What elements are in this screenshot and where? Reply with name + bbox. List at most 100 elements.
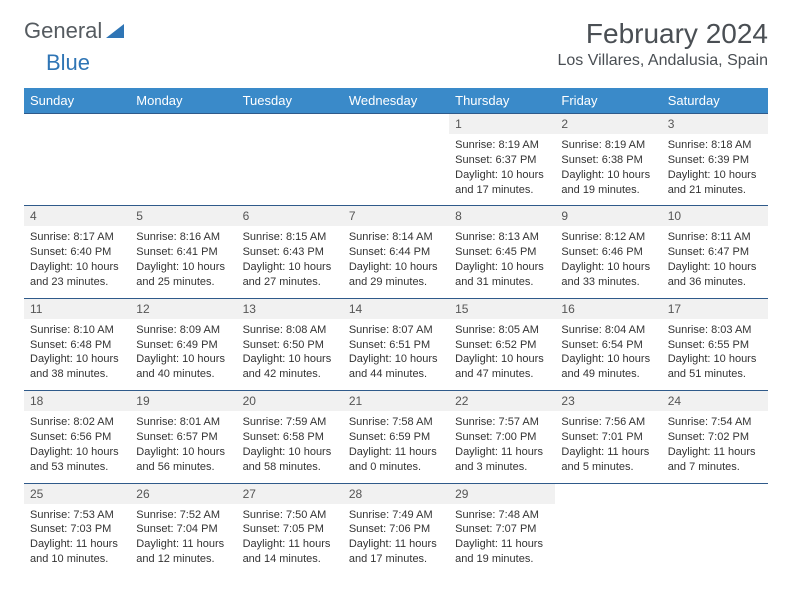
day-number: 14 — [343, 298, 449, 319]
daylight-line: Daylight: 10 hours and 29 minutes. — [349, 260, 443, 290]
day-number: 21 — [343, 391, 449, 412]
day-number — [24, 114, 130, 135]
day-cell — [130, 134, 236, 206]
day-cell: Sunrise: 8:15 AMSunset: 6:43 PMDaylight:… — [237, 226, 343, 298]
daylight-line: Daylight: 11 hours and 12 minutes. — [136, 537, 230, 567]
day-cell: Sunrise: 7:59 AMSunset: 6:58 PMDaylight:… — [237, 411, 343, 483]
day-number: 17 — [662, 298, 768, 319]
sunrise-line: Sunrise: 8:14 AM — [349, 230, 443, 245]
day-cell: Sunrise: 8:16 AMSunset: 6:41 PMDaylight:… — [130, 226, 236, 298]
day-content-row: Sunrise: 8:19 AMSunset: 6:37 PMDaylight:… — [24, 134, 768, 206]
weekday-header: Tuesday — [237, 88, 343, 114]
day-number: 25 — [24, 483, 130, 504]
day-number: 26 — [130, 483, 236, 504]
sunset-line: Sunset: 7:07 PM — [455, 522, 549, 537]
sunset-line: Sunset: 7:03 PM — [30, 522, 124, 537]
day-number: 23 — [555, 391, 661, 412]
day-cell — [343, 134, 449, 206]
sunrise-line: Sunrise: 7:54 AM — [668, 415, 762, 430]
sunrise-line: Sunrise: 8:08 AM — [243, 323, 337, 338]
day-cell: Sunrise: 8:07 AMSunset: 6:51 PMDaylight:… — [343, 319, 449, 391]
weekday-header: Monday — [130, 88, 236, 114]
sunset-line: Sunset: 6:59 PM — [349, 430, 443, 445]
day-number: 7 — [343, 206, 449, 227]
logo: General — [24, 18, 128, 44]
day-number: 4 — [24, 206, 130, 227]
sunset-line: Sunset: 7:05 PM — [243, 522, 337, 537]
sunset-line: Sunset: 6:57 PM — [136, 430, 230, 445]
sunrise-line: Sunrise: 8:19 AM — [561, 138, 655, 153]
weekday-header-row: SundayMondayTuesdayWednesdayThursdayFrid… — [24, 88, 768, 114]
day-cell: Sunrise: 7:54 AMSunset: 7:02 PMDaylight:… — [662, 411, 768, 483]
month-title: February 2024 — [557, 18, 768, 50]
day-number — [130, 114, 236, 135]
daylight-line: Daylight: 10 hours and 53 minutes. — [30, 445, 124, 475]
daylight-line: Daylight: 11 hours and 7 minutes. — [668, 445, 762, 475]
day-number-row: 123 — [24, 114, 768, 135]
sunset-line: Sunset: 6:50 PM — [243, 338, 337, 353]
day-cell: Sunrise: 8:12 AMSunset: 6:46 PMDaylight:… — [555, 226, 661, 298]
sunset-line: Sunset: 6:52 PM — [455, 338, 549, 353]
daylight-line: Daylight: 10 hours and 51 minutes. — [668, 352, 762, 382]
sunrise-line: Sunrise: 8:15 AM — [243, 230, 337, 245]
day-number: 11 — [24, 298, 130, 319]
daylight-line: Daylight: 11 hours and 19 minutes. — [455, 537, 549, 567]
day-content-row: Sunrise: 7:53 AMSunset: 7:03 PMDaylight:… — [24, 504, 768, 575]
day-number — [662, 483, 768, 504]
sunrise-line: Sunrise: 8:09 AM — [136, 323, 230, 338]
sunset-line: Sunset: 6:39 PM — [668, 153, 762, 168]
sunrise-line: Sunrise: 8:11 AM — [668, 230, 762, 245]
sunset-line: Sunset: 6:41 PM — [136, 245, 230, 260]
sunrise-line: Sunrise: 8:13 AM — [455, 230, 549, 245]
daylight-line: Daylight: 11 hours and 17 minutes. — [349, 537, 443, 567]
day-number-row: 45678910 — [24, 206, 768, 227]
sunrise-line: Sunrise: 7:50 AM — [243, 508, 337, 523]
day-cell: Sunrise: 7:50 AMSunset: 7:05 PMDaylight:… — [237, 504, 343, 575]
day-number-row: 2526272829 — [24, 483, 768, 504]
day-content-row: Sunrise: 8:17 AMSunset: 6:40 PMDaylight:… — [24, 226, 768, 298]
sunset-line: Sunset: 6:40 PM — [30, 245, 124, 260]
sunset-line: Sunset: 7:01 PM — [561, 430, 655, 445]
day-number — [555, 483, 661, 504]
sunrise-line: Sunrise: 7:58 AM — [349, 415, 443, 430]
day-cell: Sunrise: 8:08 AMSunset: 6:50 PMDaylight:… — [237, 319, 343, 391]
day-number: 24 — [662, 391, 768, 412]
day-number: 6 — [237, 206, 343, 227]
day-cell: Sunrise: 8:03 AMSunset: 6:55 PMDaylight:… — [662, 319, 768, 391]
sunset-line: Sunset: 6:56 PM — [30, 430, 124, 445]
sunset-line: Sunset: 6:45 PM — [455, 245, 549, 260]
day-cell: Sunrise: 7:56 AMSunset: 7:01 PMDaylight:… — [555, 411, 661, 483]
daylight-line: Daylight: 10 hours and 33 minutes. — [561, 260, 655, 290]
daylight-line: Daylight: 10 hours and 27 minutes. — [243, 260, 337, 290]
daylight-line: Daylight: 10 hours and 23 minutes. — [30, 260, 124, 290]
sunset-line: Sunset: 7:00 PM — [455, 430, 549, 445]
day-number: 1 — [449, 114, 555, 135]
daylight-line: Daylight: 10 hours and 42 minutes. — [243, 352, 337, 382]
day-number: 15 — [449, 298, 555, 319]
day-cell: Sunrise: 8:02 AMSunset: 6:56 PMDaylight:… — [24, 411, 130, 483]
day-cell — [24, 134, 130, 206]
sunset-line: Sunset: 6:54 PM — [561, 338, 655, 353]
sunset-line: Sunset: 6:55 PM — [668, 338, 762, 353]
day-number: 12 — [130, 298, 236, 319]
daylight-line: Daylight: 11 hours and 5 minutes. — [561, 445, 655, 475]
sunrise-line: Sunrise: 7:48 AM — [455, 508, 549, 523]
day-cell: Sunrise: 7:52 AMSunset: 7:04 PMDaylight:… — [130, 504, 236, 575]
sunrise-line: Sunrise: 7:49 AM — [349, 508, 443, 523]
daylight-line: Daylight: 11 hours and 14 minutes. — [243, 537, 337, 567]
sunrise-line: Sunrise: 8:05 AM — [455, 323, 549, 338]
day-cell: Sunrise: 8:04 AMSunset: 6:54 PMDaylight:… — [555, 319, 661, 391]
day-content-row: Sunrise: 8:02 AMSunset: 6:56 PMDaylight:… — [24, 411, 768, 483]
day-cell — [555, 504, 661, 575]
weekday-header: Thursday — [449, 88, 555, 114]
day-cell: Sunrise: 8:05 AMSunset: 6:52 PMDaylight:… — [449, 319, 555, 391]
day-number: 29 — [449, 483, 555, 504]
daylight-line: Daylight: 10 hours and 49 minutes. — [561, 352, 655, 382]
sunset-line: Sunset: 6:44 PM — [349, 245, 443, 260]
logo-text-general: General — [24, 18, 102, 44]
sunrise-line: Sunrise: 8:18 AM — [668, 138, 762, 153]
day-number: 28 — [343, 483, 449, 504]
sunset-line: Sunset: 7:02 PM — [668, 430, 762, 445]
sunset-line: Sunset: 6:51 PM — [349, 338, 443, 353]
sunrise-line: Sunrise: 8:03 AM — [668, 323, 762, 338]
